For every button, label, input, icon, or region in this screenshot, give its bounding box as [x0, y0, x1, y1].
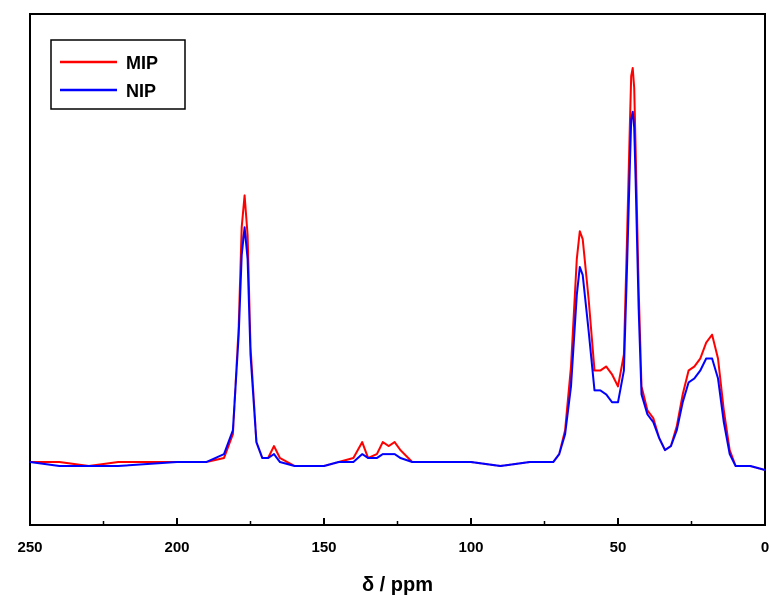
legend-label-nip: NIP [126, 81, 156, 101]
x-tick-label: 200 [164, 539, 189, 556]
x-tick-label: 50 [610, 539, 627, 556]
legend-box [50, 39, 186, 110]
legend-label-mip: MIP [126, 53, 158, 73]
x-axis-ticks: 250 200 150 100 50 0 [17, 518, 769, 556]
legend: MIP NIP [50, 39, 186, 110]
series-line-nip [29, 110, 766, 471]
series-line-mip [30, 67, 766, 471]
x-tick-label: 0 [761, 539, 769, 556]
series-group [29, 67, 766, 471]
x-axis-label: δ / ppm [362, 574, 433, 596]
x-tick-label: 150 [311, 539, 336, 556]
x-tick-label: 250 [17, 539, 42, 556]
x-tick-label: 100 [458, 539, 483, 556]
